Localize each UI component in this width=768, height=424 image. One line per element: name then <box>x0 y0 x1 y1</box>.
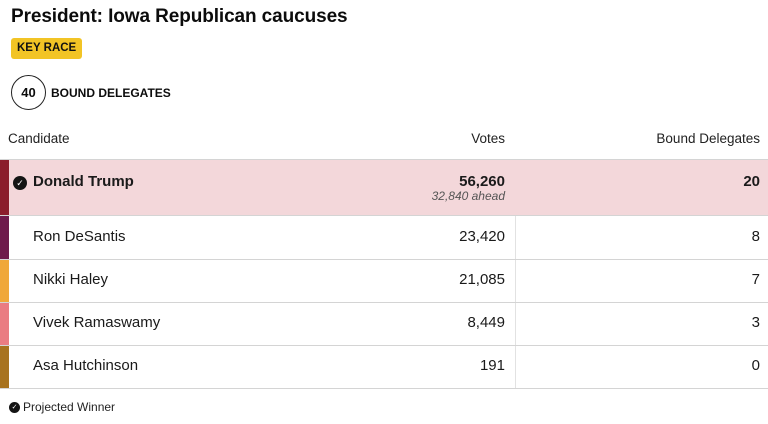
candidate-color-bar <box>0 160 9 215</box>
table-row: Vivek Ramaswamy 8,449 3 <box>0 303 768 346</box>
column-divider <box>515 216 516 259</box>
delegates-count-circle: 40 <box>11 75 46 110</box>
candidate-delegates: 0 <box>751 357 760 374</box>
legend-label: Projected Winner <box>23 400 116 414</box>
delegates-label: BOUND DELEGATES <box>51 85 171 100</box>
candidate-color-bar <box>0 260 9 302</box>
candidate-name: Nikki Haley <box>33 271 109 288</box>
candidate-name: Donald Trump <box>33 173 134 190</box>
key-race-badge: KEY RACE <box>11 38 83 59</box>
column-header-candidate: Candidate <box>8 131 70 146</box>
table-row: Asa Hutchinson 191 0 <box>0 346 768 389</box>
candidate-votes: 191 <box>479 357 505 374</box>
column-divider <box>515 303 516 345</box>
candidate-votes: 56,260 <box>459 173 505 190</box>
candidate-delegates: 7 <box>751 271 760 288</box>
table-row: ✓ Donald Trump 56,260 32,840 ahead 20 <box>0 160 768 216</box>
candidate-color-bar <box>0 346 9 388</box>
legend: ✓ Projected Winner <box>9 400 115 414</box>
candidate-name: Ron DeSantis <box>33 228 126 245</box>
table-row: Nikki Haley 21,085 7 <box>0 260 768 303</box>
candidate-name: Vivek Ramaswamy <box>33 314 161 331</box>
votes-ahead: 32,840 ahead <box>431 189 505 203</box>
column-divider <box>515 346 516 388</box>
page-title: President: Iowa Republican caucuses <box>11 6 348 27</box>
check-circle-icon: ✓ <box>9 401 20 413</box>
table-row: Ron DeSantis 23,420 8 <box>0 216 768 260</box>
candidate-delegates: 8 <box>751 228 760 245</box>
candidate-votes: 21,085 <box>459 271 505 288</box>
candidate-delegates: 20 <box>743 173 760 190</box>
candidate-color-bar <box>0 216 9 259</box>
candidate-name: Asa Hutchinson <box>33 357 139 374</box>
column-header-delegates: Bound Delegates <box>656 131 760 146</box>
candidate-votes: 23,420 <box>459 228 505 245</box>
column-header-votes: Votes <box>471 131 505 146</box>
bound-delegates: 40 BOUND DELEGATES <box>11 75 171 110</box>
winner-check-icon: ✓ <box>13 176 27 190</box>
candidate-votes: 8,449 <box>467 314 505 331</box>
header-divider <box>0 159 768 160</box>
column-divider <box>515 260 516 302</box>
candidate-delegates: 3 <box>751 314 760 331</box>
candidate-color-bar <box>0 303 9 345</box>
